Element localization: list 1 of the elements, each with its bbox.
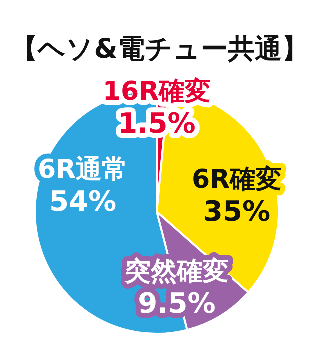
- chart-title: 【ヘソ&電チュー共通】: [11, 34, 309, 65]
